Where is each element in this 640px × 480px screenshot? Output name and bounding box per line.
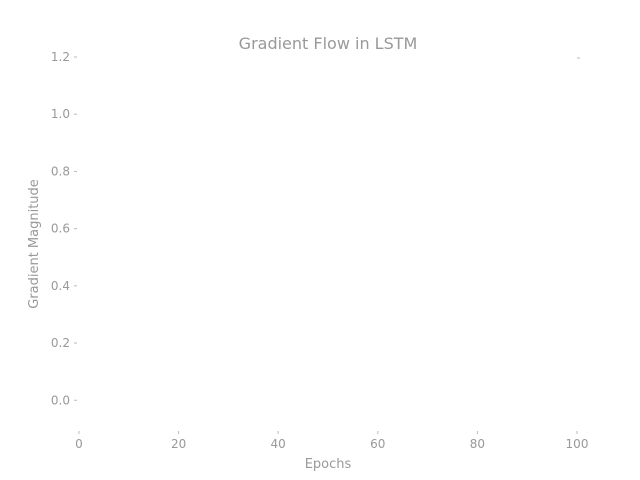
x-tick-label: 0	[75, 437, 83, 451]
y-tick-label: 0.0	[51, 393, 70, 407]
y-tick-label: 1.2	[51, 50, 70, 64]
y-axis-label: Gradient Magnitude	[27, 179, 42, 309]
chart-title: Gradient Flow in LSTM	[239, 34, 418, 53]
y-tick-label: 0.4	[51, 279, 70, 293]
x-tick-label: 20	[171, 437, 186, 451]
x-tick-label: 60	[370, 437, 385, 451]
x-axis-ticks: 0 20 40 60 80 100	[75, 431, 588, 451]
y-tick-label: 0.8	[51, 164, 70, 178]
x-tick-label: 40	[271, 437, 286, 451]
x-tick-label: 100	[566, 437, 589, 451]
y-tick-label: 0.2	[51, 336, 70, 350]
y-tick-label: 0.6	[51, 222, 70, 236]
x-axis-label: Epochs	[305, 457, 352, 472]
y-axis-ticks: 0.0 0.2 0.4 0.6 0.8 1.0 1.2	[51, 50, 580, 407]
y-tick-label: 1.0	[51, 107, 70, 121]
x-tick-label: 80	[470, 437, 485, 451]
